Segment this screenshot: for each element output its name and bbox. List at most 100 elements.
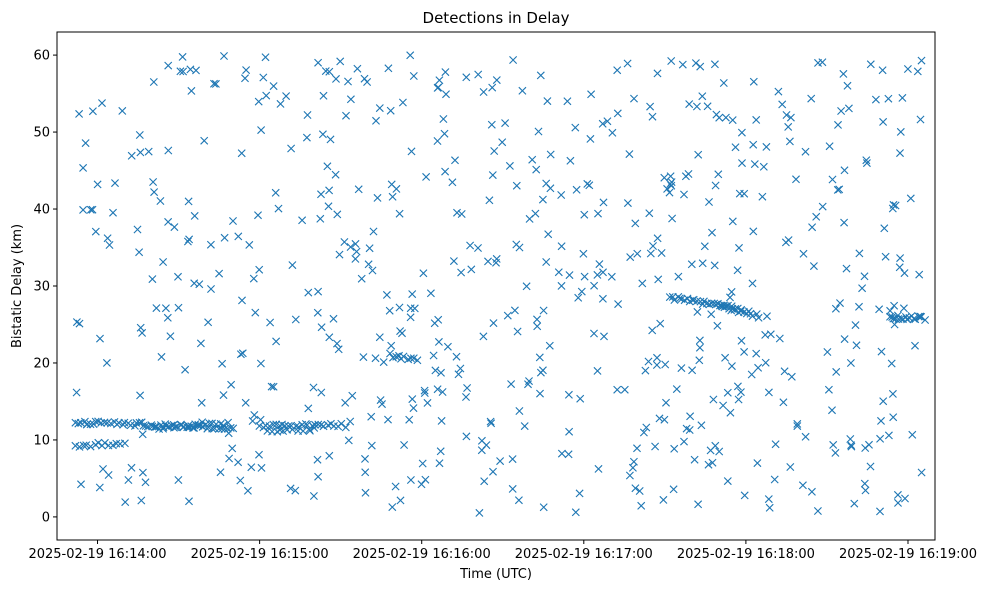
data-point xyxy=(166,332,175,341)
data-point xyxy=(687,260,696,269)
data-point xyxy=(735,243,743,252)
data-point xyxy=(694,500,703,509)
data-point xyxy=(833,185,842,194)
data-point xyxy=(901,494,909,503)
data-point xyxy=(648,326,657,335)
data-point xyxy=(896,127,905,136)
data-point xyxy=(631,484,640,493)
data-point xyxy=(77,480,85,489)
data-point xyxy=(654,275,663,284)
y-tick-label: 20 xyxy=(33,356,50,371)
data-point xyxy=(580,210,589,219)
data-point xyxy=(623,199,632,208)
data-point xyxy=(367,412,376,421)
data-point xyxy=(102,358,111,367)
data-point xyxy=(626,253,635,262)
data-point xyxy=(311,420,319,429)
data-point xyxy=(137,496,146,505)
data-point xyxy=(633,249,642,258)
data-point xyxy=(737,336,746,345)
data-point xyxy=(917,56,926,65)
data-point xyxy=(557,281,566,290)
data-point xyxy=(613,109,622,118)
data-point xyxy=(344,77,352,86)
data-point xyxy=(728,217,737,226)
data-point xyxy=(884,431,893,440)
data-point xyxy=(801,147,810,156)
data-point xyxy=(653,353,661,362)
data-point xyxy=(236,476,245,485)
data-point xyxy=(435,459,444,468)
data-point xyxy=(400,441,409,449)
data-point xyxy=(426,289,435,298)
data-point xyxy=(748,312,757,321)
data-point xyxy=(269,420,278,429)
data-point xyxy=(749,140,758,149)
data-point xyxy=(319,91,328,100)
data-point xyxy=(137,418,146,427)
data-point xyxy=(655,414,664,423)
data-point xyxy=(314,58,323,67)
data-point xyxy=(533,322,542,331)
data-point xyxy=(608,128,617,137)
data-point xyxy=(900,269,909,278)
data-point xyxy=(774,87,783,96)
data-point xyxy=(713,321,722,330)
data-point xyxy=(740,189,749,198)
y-tick-label: 50 xyxy=(33,126,50,141)
data-point xyxy=(88,107,97,116)
data-point xyxy=(709,395,718,404)
data-point xyxy=(141,478,150,487)
data-point xyxy=(669,485,678,494)
data-point xyxy=(219,391,228,400)
data-point xyxy=(274,204,283,213)
data-point xyxy=(587,90,596,99)
data-point xyxy=(439,115,448,123)
data-point xyxy=(861,486,870,495)
data-point xyxy=(512,181,521,190)
data-point xyxy=(196,339,205,348)
data-point xyxy=(534,127,543,136)
data-point xyxy=(514,496,523,505)
data-point xyxy=(443,342,452,351)
x-tick-label: 2025-02-19 16:17:00 xyxy=(515,547,653,562)
data-point xyxy=(508,455,517,464)
data-point xyxy=(420,386,429,395)
data-point xyxy=(241,398,250,407)
data-point xyxy=(148,422,157,431)
data-point xyxy=(357,274,366,283)
data-point xyxy=(801,432,810,441)
data-point xyxy=(708,228,716,237)
data-point xyxy=(367,441,376,450)
data-point xyxy=(721,113,730,122)
data-point xyxy=(694,150,703,159)
data-point xyxy=(462,432,471,441)
data-point xyxy=(456,364,465,373)
data-point xyxy=(625,150,634,159)
data-point xyxy=(237,149,246,158)
data-point xyxy=(635,487,644,495)
data-point xyxy=(840,335,849,344)
data-point xyxy=(852,341,861,350)
data-point xyxy=(752,349,761,358)
data-point xyxy=(207,285,215,293)
data-point xyxy=(686,412,695,421)
data-point xyxy=(836,299,844,308)
data-point xyxy=(238,349,247,358)
data-point xyxy=(661,360,670,369)
data-point xyxy=(94,438,103,447)
data-point xyxy=(454,370,463,379)
data-point xyxy=(449,257,458,266)
data-point xyxy=(884,94,893,103)
data-point xyxy=(657,249,666,257)
data-point xyxy=(832,367,841,376)
x-tick-label: 2025-02-19 16:18:00 xyxy=(677,547,815,562)
data-point xyxy=(226,423,235,432)
data-point xyxy=(675,294,684,303)
data-point xyxy=(95,483,104,492)
data-point xyxy=(642,423,651,432)
data-point xyxy=(723,477,732,486)
data-point xyxy=(457,210,466,218)
data-point xyxy=(705,300,714,309)
data-point xyxy=(183,237,192,246)
